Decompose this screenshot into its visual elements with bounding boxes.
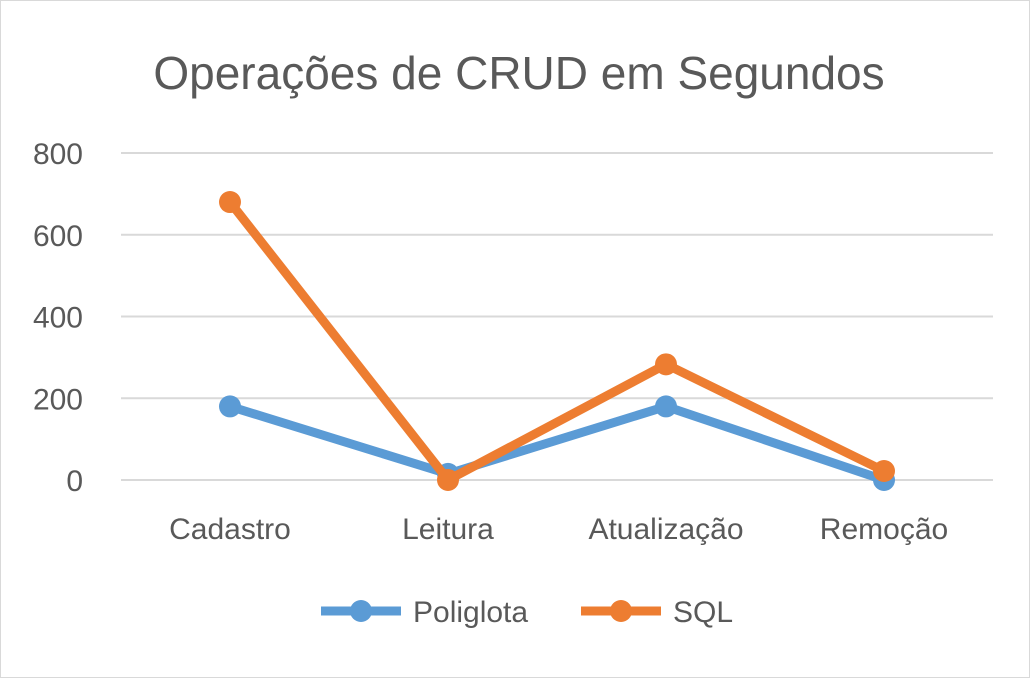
series-layer [219, 191, 895, 491]
legend: Poliglota SQL [321, 596, 733, 629]
data-point [655, 353, 677, 376]
data-point [219, 191, 241, 214]
series-poliglota [219, 395, 895, 491]
y-tick-label: 400 [33, 302, 83, 335]
legend-swatch-marker [350, 600, 372, 622]
data-point [873, 460, 895, 483]
x-tick-label: Cadastro [169, 513, 291, 546]
data-point [219, 395, 241, 418]
y-tick-label: 200 [33, 383, 83, 416]
series-sql [219, 191, 895, 491]
legend-item: SQL [581, 596, 733, 629]
series-line [225, 401, 889, 485]
x-tick-label: Leitura [402, 513, 494, 546]
legend-swatch-marker [610, 600, 632, 622]
y-tick-label: 0 [66, 465, 83, 498]
data-point [655, 395, 677, 418]
y-tick-label: 600 [33, 220, 83, 253]
y-tick-label: 800 [33, 138, 83, 171]
x-tick-label: Remoção [820, 513, 948, 546]
x-tick-label: Atualização [588, 513, 743, 546]
gridlines [121, 152, 993, 481]
legend-label: Poliglota [413, 596, 528, 629]
y-axis-ticks: 0 200 400 600 800 [33, 138, 83, 498]
chart-title: Operações de CRUD em Segundos [153, 47, 884, 99]
series-line [225, 197, 889, 485]
legend-item: Poliglota [321, 596, 528, 629]
legend-label: SQL [673, 596, 733, 629]
x-axis-ticks: Cadastro Leitura Atualização Remoção [169, 513, 948, 546]
data-point [437, 469, 459, 491]
